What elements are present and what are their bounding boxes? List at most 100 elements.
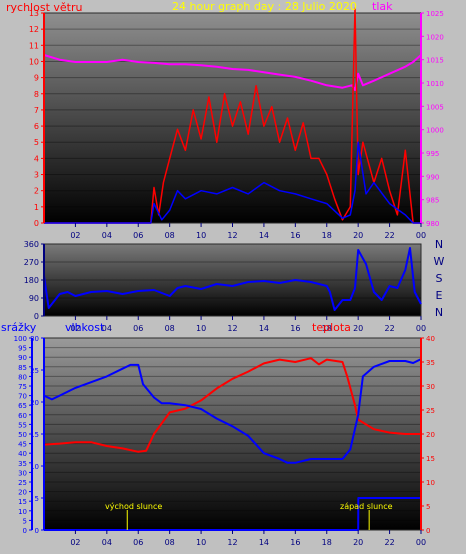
wind-speed-axis-tick-label: 1	[34, 203, 39, 212]
pressure-axis-label: tlak	[372, 0, 393, 13]
time-tick-label: 20	[353, 231, 363, 240]
direction-axis-tick-label: 90	[29, 294, 39, 303]
time-tick-label: 08	[165, 231, 175, 240]
time-tick-label: 14	[259, 324, 269, 333]
compass-label: W	[434, 255, 445, 268]
pressure-axis-tick-label: 980	[426, 220, 439, 228]
temperature-axis-tick-label: 30	[426, 383, 435, 391]
wind-speed-axis-tick-label: 11	[29, 41, 39, 50]
humidity-axis-tick-label: 5	[35, 495, 39, 503]
pressure-axis-tick-label: 985	[426, 197, 439, 205]
precip-axis-tick-label: 35	[18, 460, 27, 468]
wind-speed-axis-tick-label: 7	[34, 106, 39, 115]
time-tick-label: 16	[290, 231, 300, 240]
sunset-label: západ slunce	[340, 502, 393, 511]
temperature-axis-tick-label: 0	[426, 527, 430, 535]
wind-direction-line	[43, 247, 422, 311]
time-tick-label: 22	[384, 231, 394, 240]
compass-label: E	[436, 289, 443, 302]
time-tick-label: 20	[353, 324, 363, 333]
temperature-axis-tick-label: 15	[426, 455, 435, 463]
wind-gust-line	[44, 7, 421, 224]
time-tick-label: 10	[196, 324, 206, 333]
time-tick-label: 12	[227, 324, 237, 333]
pressure-axis-tick-label: 1010	[426, 80, 444, 88]
temperature-axis-tick-label: 25	[426, 407, 435, 415]
pressure-axis-tick-label: 1025	[426, 10, 444, 18]
time-tick-label: 12	[227, 538, 237, 547]
pressure-axis-tick-label: 1020	[426, 33, 444, 41]
time-tick-label: 04	[102, 324, 112, 333]
precip-axis-tick-label: 100	[14, 335, 27, 343]
time-tick-label: 16	[290, 538, 300, 547]
time-tick-label: 18	[322, 231, 332, 240]
precip-axis-tick-label: 90	[18, 354, 27, 362]
precip-axis-tick-label: 85	[18, 364, 27, 372]
wind-pressure-series	[43, 7, 422, 224]
humidity-axis-tick-label: 30	[30, 335, 39, 343]
time-tick-label: 00	[416, 231, 426, 240]
time-tick-label: 18	[322, 538, 332, 547]
precip-axis-tick-label: 80	[18, 373, 27, 381]
humidity-axis-tick-label: 15	[30, 431, 39, 439]
compass-label: N	[435, 306, 443, 319]
precip-axis-tick-label: 65	[18, 402, 27, 410]
temperature-axis-tick-label: 10	[426, 479, 435, 487]
time-tick-label: 14	[259, 538, 269, 547]
precip-axis-tick-label: 60	[18, 412, 27, 420]
precip-axis-tick-label: 50	[18, 431, 27, 439]
pressure-line	[43, 54, 422, 91]
pressure-axis-tick-label: 995	[426, 150, 439, 158]
temperature-axis-tick-label: 5	[426, 503, 430, 511]
time-tick-label: 14	[259, 231, 269, 240]
humidity-axis-label: vlhkost	[65, 321, 105, 334]
sunrise-label: východ slunce	[105, 502, 162, 511]
compass-label: N	[435, 238, 443, 251]
time-tick-label: 10	[196, 538, 206, 547]
pressure-axis-tick-label: 1015	[426, 57, 444, 65]
chart-title: 24 hour graph day : 28 Julio 2020	[172, 0, 357, 13]
time-tick-label: 08	[165, 324, 175, 333]
wind-speed-axis-tick-label: 5	[34, 138, 39, 147]
time-tick-label: 02	[70, 538, 80, 547]
wind-speed-axis-label: rychlost větru	[6, 1, 82, 14]
time-tick-label: 22	[384, 538, 394, 547]
time-tick-label: 06	[133, 538, 143, 547]
time-tick-label: 22	[384, 324, 394, 333]
precip-axis-tick-label: 0	[23, 527, 27, 535]
precip-axis-tick-label: 70	[18, 393, 27, 401]
time-tick-label: 10	[196, 231, 206, 240]
time-tick-label: 12	[227, 231, 237, 240]
precip-axis-tick-label: 75	[18, 383, 27, 391]
temperature-axis-tick-label: 40	[426, 335, 435, 343]
time-tick-label: 04	[102, 231, 112, 240]
humidity-line	[43, 358, 422, 464]
temperature-axis-tick-label: 20	[426, 431, 435, 439]
pressure-axis-tick-label: 1000	[426, 127, 444, 135]
direction-axis-tick-label: 270	[24, 258, 39, 267]
wind-speed-axis-tick-label: 2	[34, 187, 39, 196]
temperature-axis-label: teplota	[312, 321, 351, 334]
precip-humidity-temp-axes: 0510152025303540455055606570758085909510…	[14, 335, 435, 547]
temperature-line	[43, 357, 421, 453]
time-tick-label: 20	[353, 538, 363, 547]
compass-label: S	[436, 272, 443, 285]
time-tick-label: 04	[102, 538, 112, 547]
time-tick-label: 06	[133, 324, 143, 333]
precip-axis-tick-label: 25	[18, 479, 27, 487]
precip-axis-tick-label: 95	[18, 345, 27, 353]
time-tick-label: 02	[70, 324, 80, 333]
time-tick-label: 00	[416, 324, 426, 333]
pressure-axis-tick-label: 990	[426, 173, 439, 181]
temperature-axis-tick-label: 35	[426, 359, 435, 367]
time-tick-label: 06	[133, 231, 143, 240]
pressure-axis-tick-label: 1005	[426, 103, 444, 111]
wind-direction-series	[43, 247, 422, 311]
direction-axis-tick-label: 360	[24, 240, 39, 249]
humidity-axis-tick-label: 20	[30, 399, 39, 407]
time-tick-label: 16	[290, 324, 300, 333]
time-tick-label: 08	[165, 538, 175, 547]
